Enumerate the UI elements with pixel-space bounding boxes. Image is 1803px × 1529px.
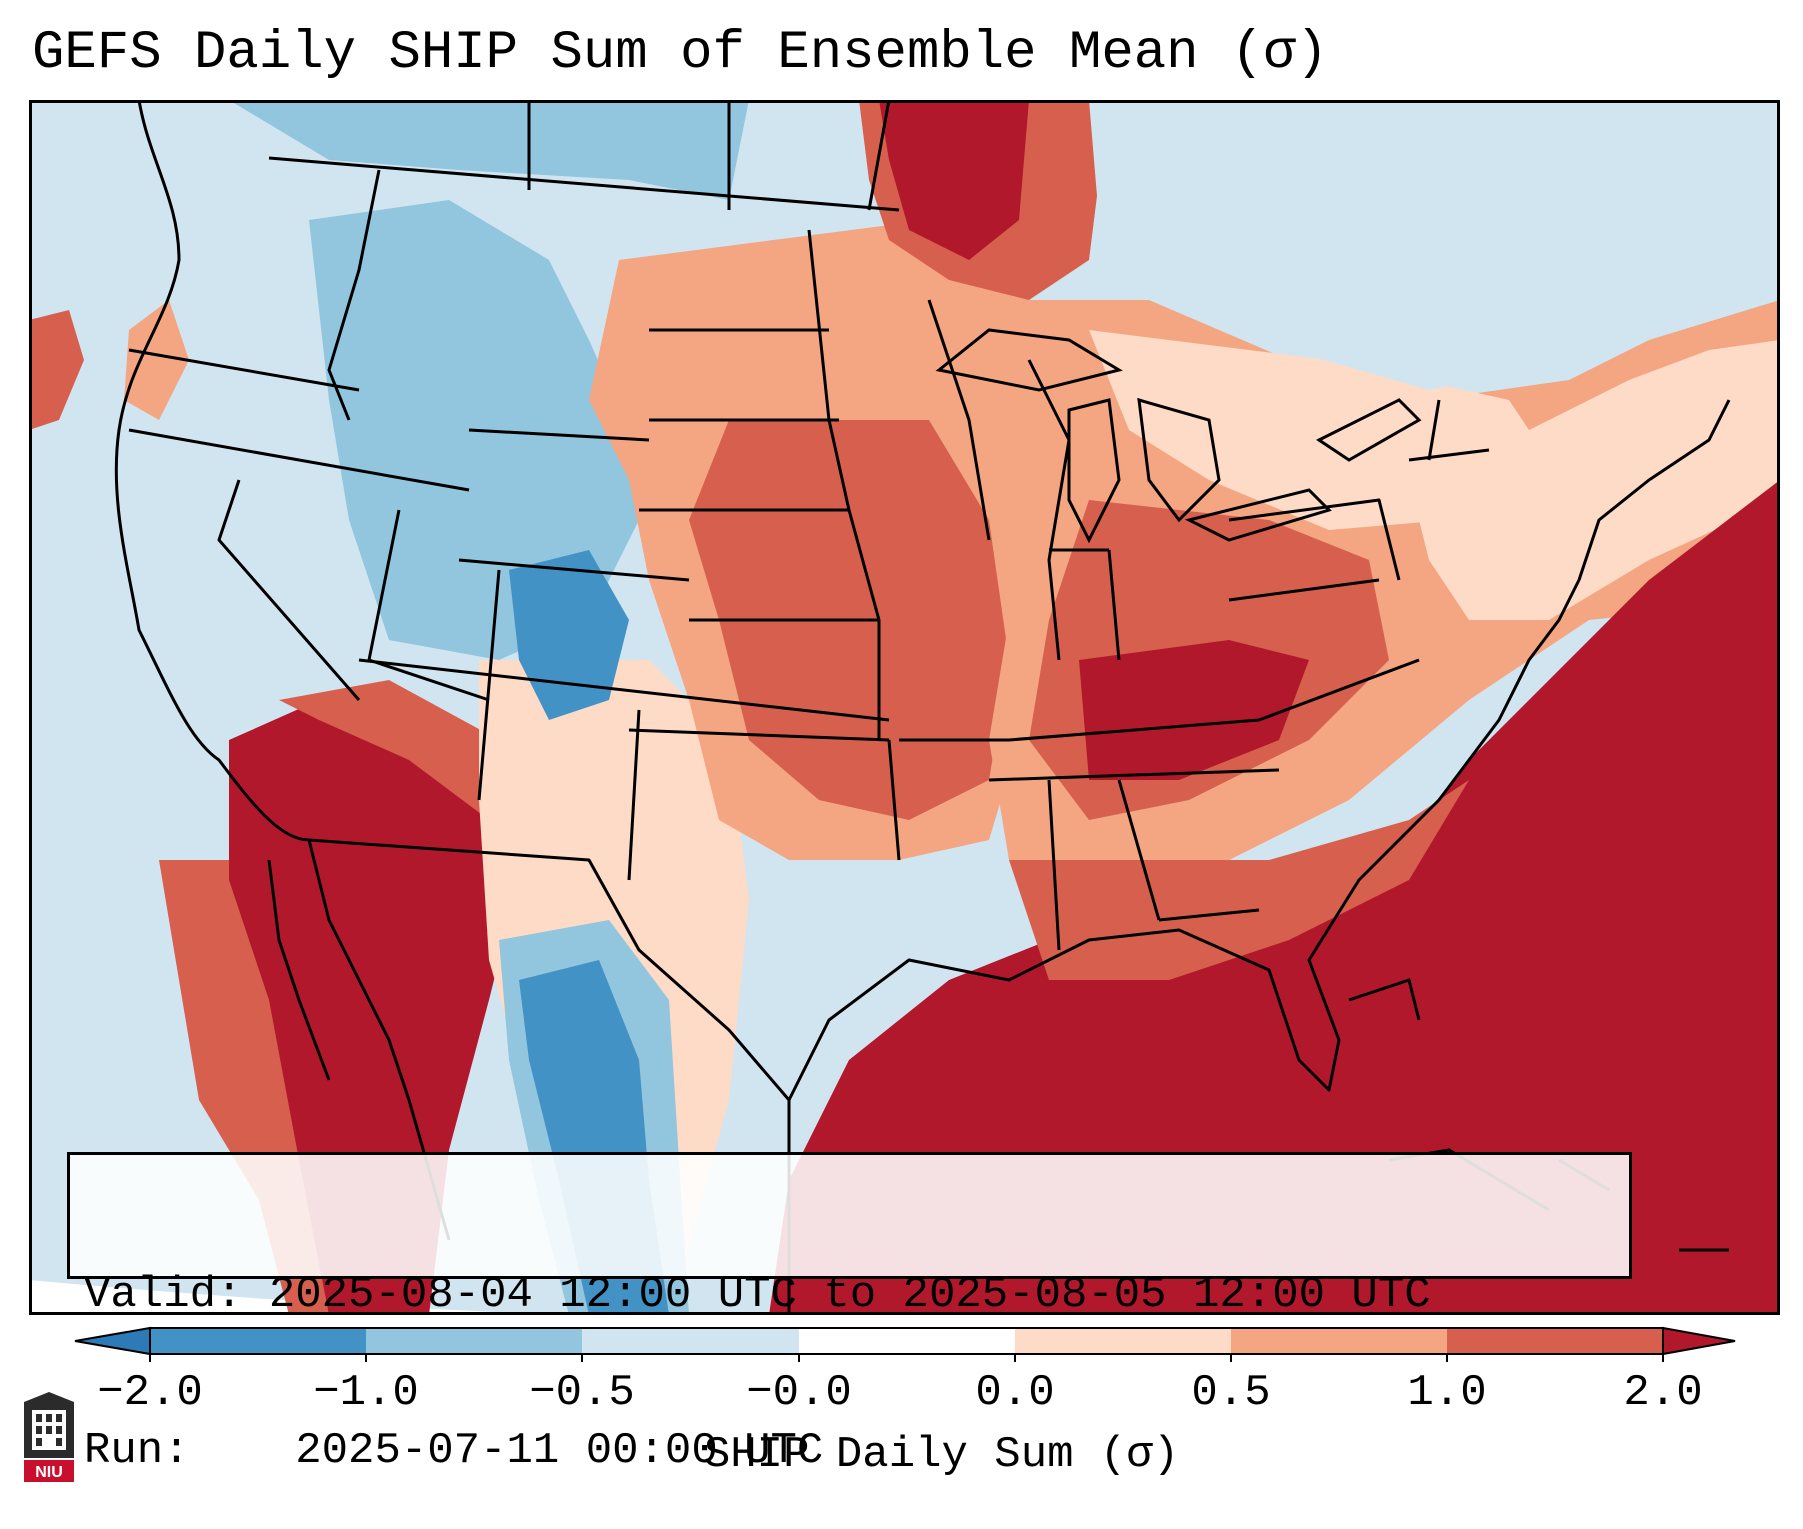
valid-run-info-box: Valid: 2025-08-04 12:00 UTC to 2025-08-0… xyxy=(67,1152,1632,1476)
colorbar-over-arrow xyxy=(1662,1326,1736,1356)
anomaly-canada-east xyxy=(1089,100,1780,390)
tick-label: 1.0 xyxy=(1407,1368,1487,1418)
anomaly-canada-column-core xyxy=(879,100,1029,260)
colorbar-bin-1 xyxy=(150,1328,366,1354)
state-borders xyxy=(114,100,1731,1102)
run-time: 2025-07-11 00:00 UTC xyxy=(295,1426,824,1476)
anomaly-tennessee-core xyxy=(1079,640,1309,780)
colorbar-bin-4 xyxy=(1015,1328,1231,1354)
valid-time: 2025-08-04 12:00 UTC to 2025-08-05 12:00… xyxy=(268,1270,1431,1320)
valid-label: Valid: xyxy=(84,1270,243,1320)
tick-label: −0.5 xyxy=(529,1368,635,1418)
tick-label: −2.0 xyxy=(97,1368,203,1418)
run-label: Run: xyxy=(84,1426,190,1476)
tick-label: 0.5 xyxy=(1191,1368,1271,1418)
tick-label: −1.0 xyxy=(313,1368,419,1418)
anomaly-gulf-atlantic xyxy=(769,480,1780,1315)
run-line: Run: 2025-07-11 00:00 UTC xyxy=(84,1425,1629,1477)
colorbar-bin-5 xyxy=(1231,1328,1447,1354)
anomaly-northeast xyxy=(1409,340,1780,620)
ship-anomaly-map xyxy=(29,100,1780,1315)
great-lakes xyxy=(935,328,1422,544)
anomaly-pacific-streak-2 xyxy=(124,300,189,420)
colorbar-bin-3 xyxy=(582,1328,799,1354)
colorbar-bin-neutral xyxy=(799,1328,1015,1354)
tick-label: 2.0 xyxy=(1623,1368,1703,1418)
colorbar-bin-2 xyxy=(366,1328,582,1354)
colorbar-label: SHIP Daily Sum (σ) xyxy=(703,1430,1180,1480)
anomaly-northwest-medium xyxy=(229,100,749,200)
valid-line: Valid: 2025-08-04 12:00 UTC to 2025-08-0… xyxy=(84,1269,1629,1321)
colorbar-bin-6 xyxy=(1447,1328,1663,1354)
colorbar-frame xyxy=(149,1327,1664,1355)
colorbar xyxy=(74,1326,1736,1362)
map-frame xyxy=(29,100,1780,1315)
anomaly-colorado-strong xyxy=(509,550,629,720)
colorbar-under-arrow xyxy=(74,1326,151,1356)
niu-logo-icon: NIU xyxy=(24,1392,74,1482)
anomaly-pacific-streak xyxy=(29,310,84,430)
chart-title: GEFS Daily SHIP Sum of Ensemble Mean (σ) xyxy=(32,23,1329,84)
tick-label: −0.0 xyxy=(746,1368,852,1418)
anomaly-southeast xyxy=(1009,780,1469,980)
colorbar-tick-labels: −2.0 −1.0 −0.5 −0.0 0.0 0.5 1.0 2.0 xyxy=(0,1366,1803,1426)
tick-label: 0.0 xyxy=(975,1368,1055,1418)
logo-text: NIU xyxy=(35,1464,63,1481)
